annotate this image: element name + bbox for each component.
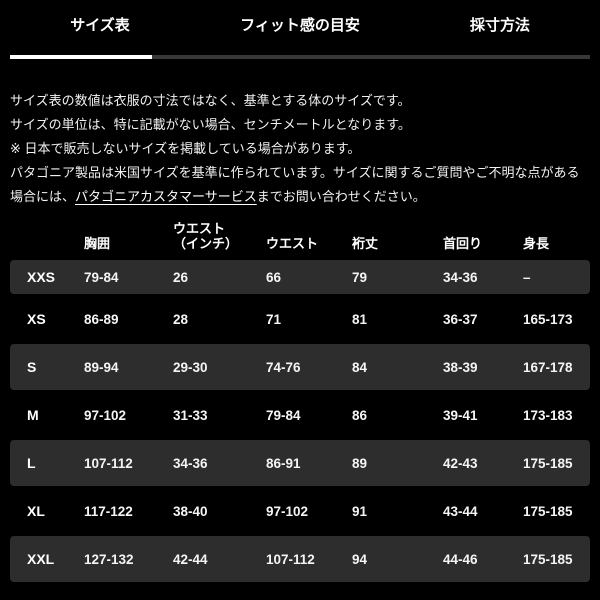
size-cell: XXS xyxy=(10,260,84,294)
waist-in-cell: 28 xyxy=(173,311,189,327)
waist-cell: 107-112 xyxy=(266,536,352,582)
table-row-xs: XS 86-89 28 71 81 36-37 165-173 xyxy=(10,296,590,342)
table-row-xl: XL 117-122 38-40 97-102 91 43-44 175-185 xyxy=(10,488,590,534)
size-cell: L xyxy=(10,440,84,486)
header-waist: ウエスト xyxy=(266,236,319,251)
chest-cell: 127-132 xyxy=(84,536,173,582)
height-cell: – xyxy=(523,260,590,294)
waist-cell: 71 xyxy=(266,311,282,327)
header-height: 身長 xyxy=(523,236,550,251)
note-line-1: サイズ表の数値は衣服の寸法ではなく、基準とする体のサイズです。 xyxy=(10,93,411,108)
table-row-xxs: XXS 79-84 26 66 79 34-36 – xyxy=(10,260,590,294)
sleeve-cell: 91 xyxy=(352,503,368,519)
header-neck: 首回り xyxy=(443,236,483,251)
height-cell: 173-183 xyxy=(523,407,573,423)
waist-in-cell: 31-33 xyxy=(173,407,208,423)
header-waist-inches: ウエスト （インチ） xyxy=(173,221,239,251)
chest-cell: 86-89 xyxy=(84,311,119,327)
sleeve-cell: 94 xyxy=(352,536,443,582)
neck-cell: 44-46 xyxy=(443,536,523,582)
header-chest: 胸囲 xyxy=(84,236,111,251)
chest-cell: 89-94 xyxy=(84,344,173,390)
waist-in-cell: 34-36 xyxy=(173,440,266,486)
sleeve-cell: 81 xyxy=(352,311,368,327)
header-size xyxy=(10,221,84,258)
table-row-l: L 107-112 34-36 86-91 89 42-43 175-185 xyxy=(10,440,590,486)
waist-cell: 97-102 xyxy=(266,503,309,519)
waist-cell: 66 xyxy=(266,260,352,294)
note-line-3: ※ 日本で販売しないサイズを掲載している場合があります。 xyxy=(10,141,361,156)
neck-cell: 36-37 xyxy=(443,311,478,327)
sleeve-cell: 84 xyxy=(352,344,443,390)
waist-cell: 74-76 xyxy=(266,344,352,390)
chest-cell: 79-84 xyxy=(84,260,173,294)
tab-size-chart[interactable]: サイズ表 xyxy=(70,17,130,34)
waist-in-cell: 38-40 xyxy=(173,503,208,519)
height-cell: 167-178 xyxy=(523,344,590,390)
height-cell: 175-185 xyxy=(523,536,590,582)
sleeve-cell: 86 xyxy=(352,407,368,423)
height-cell: 175-185 xyxy=(523,440,590,486)
size-cell: XL xyxy=(27,503,45,519)
tab-measuring[interactable]: 採寸方法 xyxy=(469,17,530,34)
size-table: 胸囲 ウエスト （インチ） ウエスト 裄丈 首回り 身長 XXS 79-84 2… xyxy=(10,219,590,584)
table-row-m: M 97-102 31-33 79-84 86 39-41 173-183 xyxy=(10,392,590,438)
tab-bar: サイズ表 フィット感の目安 採寸方法 xyxy=(0,0,600,55)
chest-cell: 117-122 xyxy=(84,503,133,519)
size-table-header: 胸囲 ウエスト （インチ） ウエスト 裄丈 首回り 身長 xyxy=(10,221,590,258)
waist-cell: 86-91 xyxy=(266,440,352,486)
size-cell: XXL xyxy=(10,536,84,582)
table-row-xxl: XXL 127-132 42-44 107-112 94 44-46 175-1… xyxy=(10,536,590,582)
chest-cell: 107-112 xyxy=(84,440,173,486)
height-cell: 165-173 xyxy=(523,311,573,327)
neck-cell: 38-39 xyxy=(443,344,523,390)
size-notes: サイズ表の数値は衣服の寸法ではなく、基準とする体のサイズです。 サイズの単位は、… xyxy=(10,89,590,209)
neck-cell: 39-41 xyxy=(443,407,478,423)
neck-cell: 34-36 xyxy=(443,260,523,294)
chest-cell: 97-102 xyxy=(84,407,127,423)
sleeve-cell: 89 xyxy=(352,440,443,486)
table-row-s: S 89-94 29-30 74-76 84 38-39 167-178 xyxy=(10,344,590,390)
waist-cell: 79-84 xyxy=(266,407,301,423)
sleeve-cell: 79 xyxy=(352,260,443,294)
waist-in-cell: 42-44 xyxy=(173,536,266,582)
neck-cell: 43-44 xyxy=(443,503,478,519)
note-contact-after: までお問い合わせください。 xyxy=(256,189,426,204)
size-cell: S xyxy=(10,344,84,390)
neck-cell: 42-43 xyxy=(443,440,523,486)
tab-underline-track xyxy=(10,55,590,59)
note-contact-before: パタゴニア製品は米国サイズを基準に作られています。サイズに関するご質問やご不明な… xyxy=(10,165,580,204)
waist-in-cell: 26 xyxy=(173,260,266,294)
waist-in-cell: 29-30 xyxy=(173,344,266,390)
tab-fit-guide[interactable]: フィット感の目安 xyxy=(240,17,360,34)
height-cell: 175-185 xyxy=(523,503,573,519)
customer-service-link[interactable]: パタゴニアカスタマーサービス xyxy=(75,189,257,204)
note-line-2: サイズの単位は、特に記載がない場合、センチメートルとなります。 xyxy=(10,117,411,132)
size-cell: XS xyxy=(27,311,46,327)
header-sleeve: 裄丈 xyxy=(352,236,379,251)
size-cell: M xyxy=(27,407,39,423)
active-tab-indicator xyxy=(10,55,152,59)
